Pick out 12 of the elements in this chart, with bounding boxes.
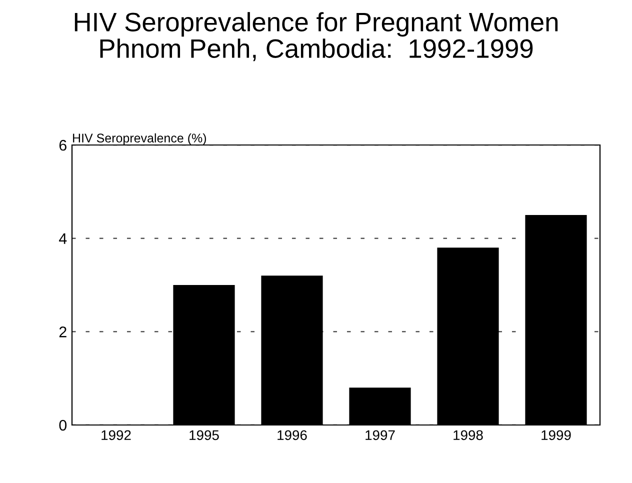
x-tick-label: 1995 [190, 430, 219, 440]
x-tick-label: 1996 [278, 430, 307, 440]
y-tick-label: 0 [59, 420, 67, 431]
y-tick-label: 6 [59, 140, 66, 151]
x-tick-label: 1992 [102, 430, 131, 440]
y-tick-label: 2 [59, 326, 66, 338]
y-tick-label: 4 [58, 233, 67, 244]
x-tick-label: 1999 [542, 430, 571, 440]
y-axis-title: HIV Seroprevalence (%) [73, 133, 206, 145]
x-tick-label: 1997 [366, 430, 395, 440]
chart-title: HIV Seroprevalence for Pregnant Women Phnom Penh, Cambodia: 1992-1999 [74, 12, 558, 62]
x-tick-label: 1998 [454, 430, 483, 440]
